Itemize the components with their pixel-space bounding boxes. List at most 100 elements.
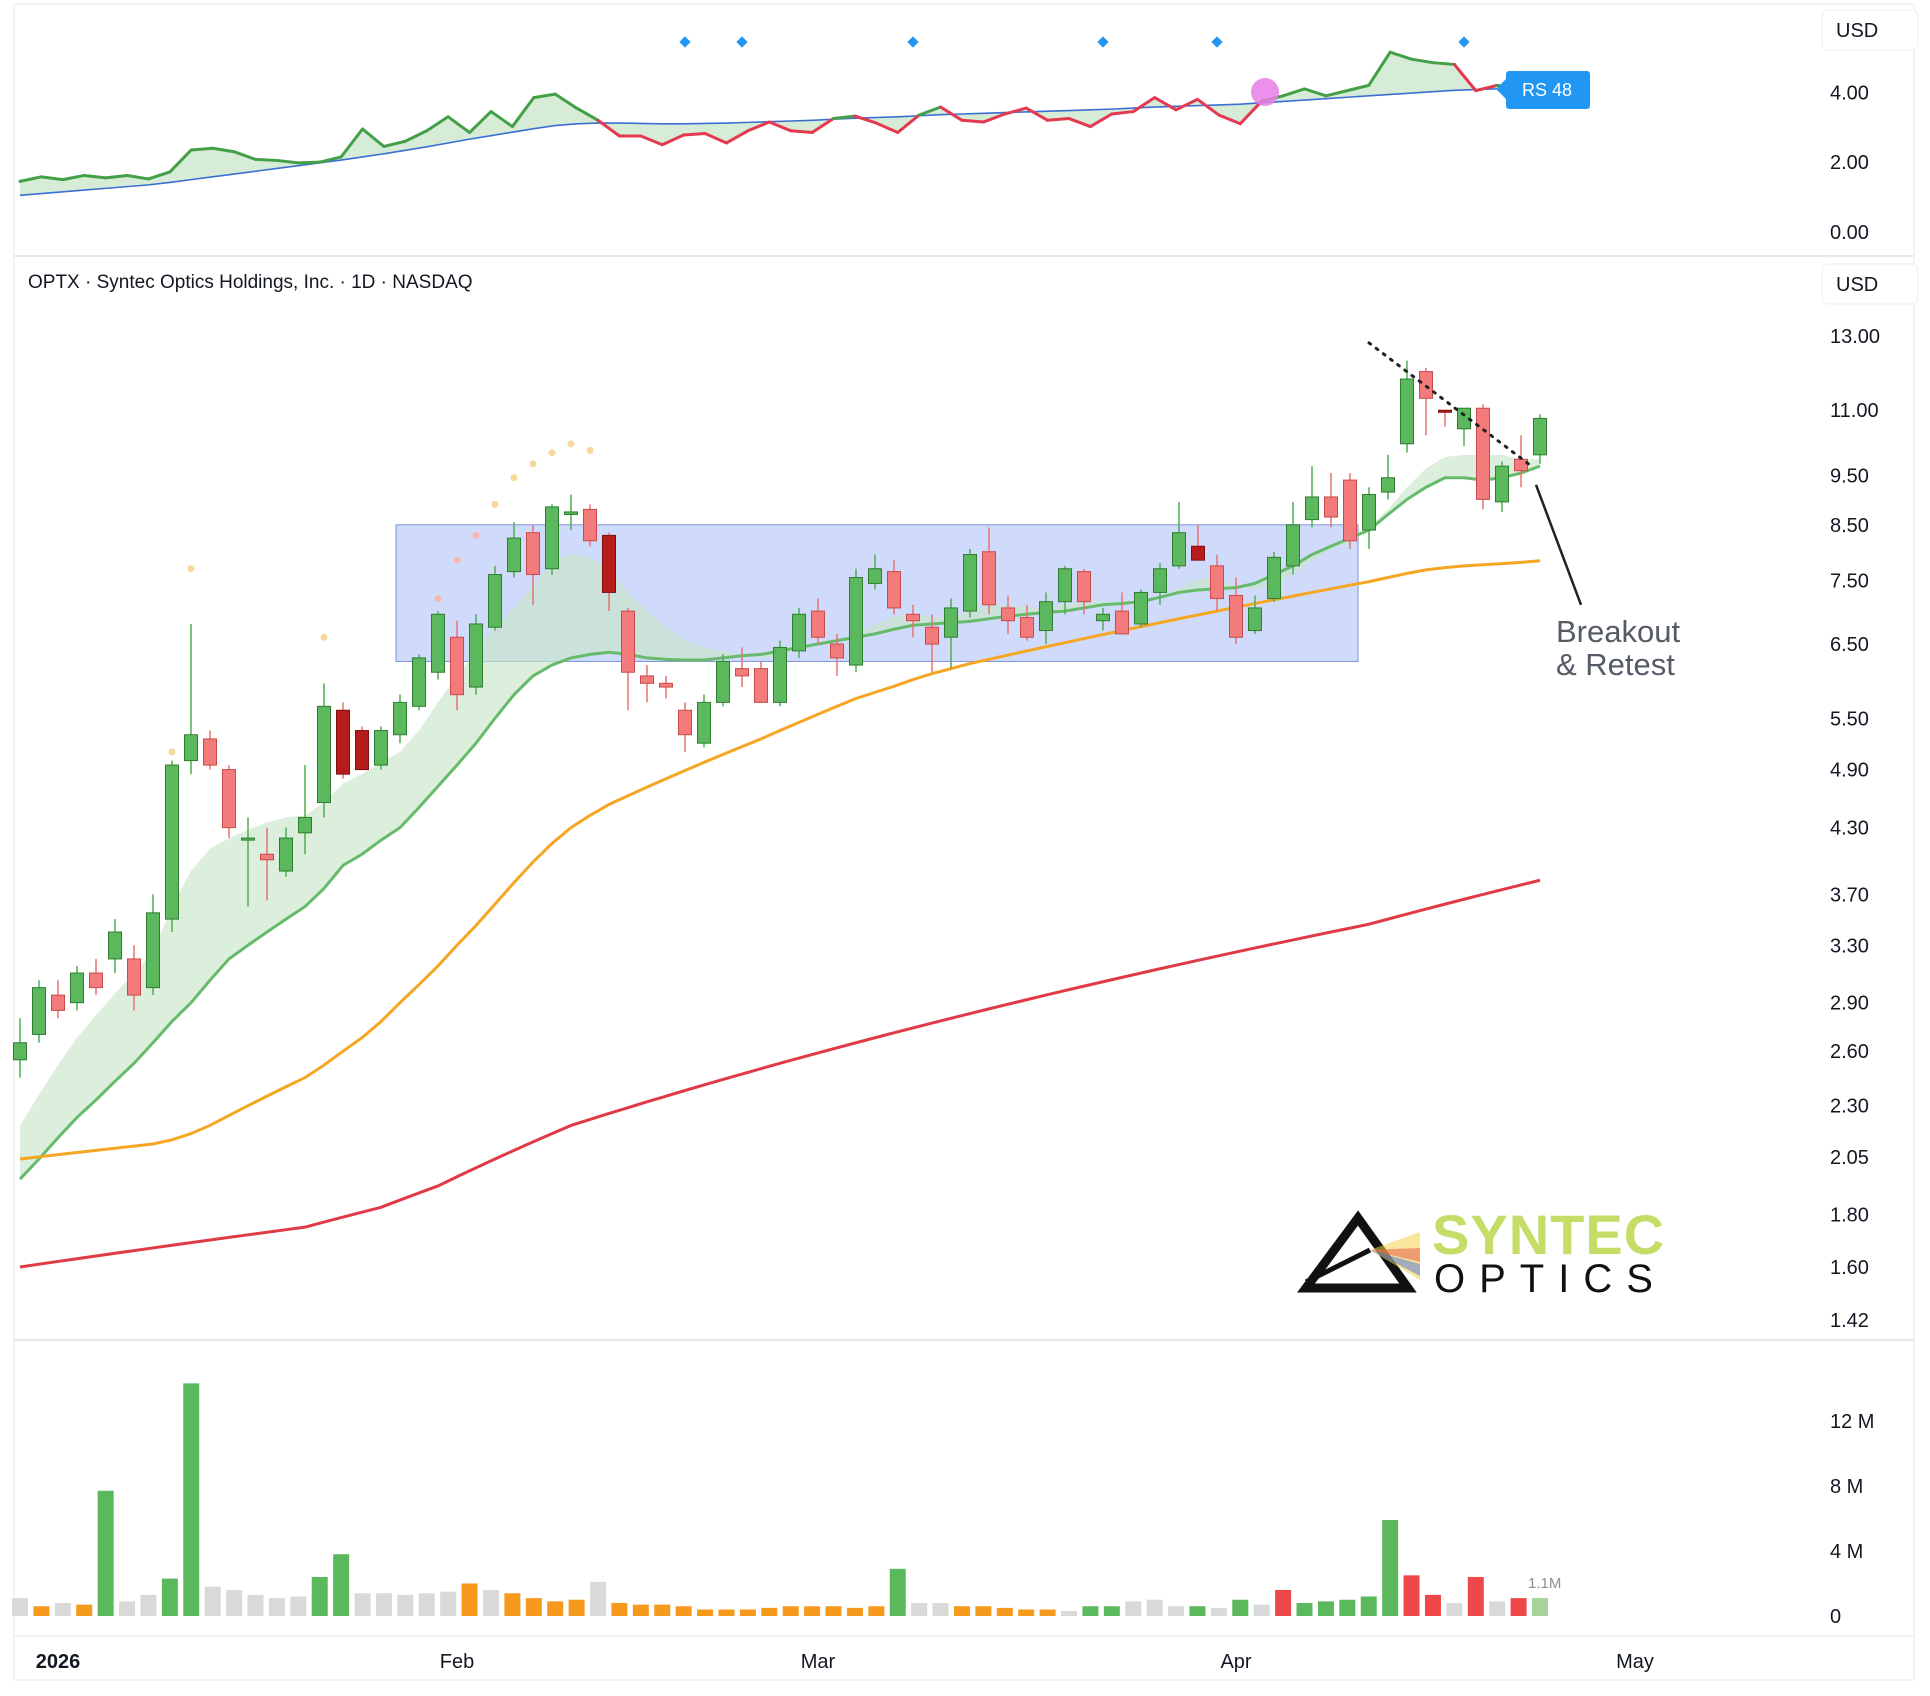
annotations bbox=[1367, 341, 1583, 606]
candle-body-52 bbox=[1001, 607, 1015, 622]
candle-body-56 bbox=[1077, 571, 1091, 603]
signal-dot-6 bbox=[491, 500, 499, 508]
rs-line-segment bbox=[917, 105, 943, 117]
rs-new-high-marker-0 bbox=[679, 36, 691, 48]
volume-bar-28 bbox=[611, 1602, 628, 1616]
candle-body-35 bbox=[678, 709, 692, 736]
volume-bar-70 bbox=[1510, 1598, 1527, 1616]
rs-line-segment bbox=[39, 175, 65, 182]
rs-line-segment bbox=[703, 132, 728, 145]
rs-rating-badge: RS 48 bbox=[1496, 71, 1590, 109]
candle-body-50 bbox=[963, 554, 977, 612]
rs-line-segment bbox=[232, 150, 257, 161]
rs-y-tick-2: 0.00 bbox=[1830, 222, 1869, 244]
volume-bar-12 bbox=[268, 1598, 285, 1616]
candle-body-66 bbox=[1267, 556, 1281, 600]
rs-line-segment bbox=[1174, 97, 1199, 112]
logo-word1: SYNTEC bbox=[1432, 1203, 1665, 1266]
volume-bar-36 bbox=[782, 1606, 799, 1616]
chart-title: OPTX · Syntec Optics Holdings, Inc. · 1D… bbox=[28, 272, 473, 293]
rs-line-segment bbox=[724, 129, 750, 145]
rs-line-segment bbox=[1153, 96, 1178, 112]
rs-line-segment bbox=[939, 105, 964, 122]
candle-body-13 bbox=[260, 853, 274, 861]
rs-line-segment bbox=[339, 127, 365, 159]
candle-body-40 bbox=[773, 646, 787, 703]
rs-line-segment bbox=[18, 175, 43, 183]
rs-line-segment bbox=[1088, 112, 1114, 129]
volume-bar-0 bbox=[12, 1598, 28, 1616]
candle-body-27 bbox=[526, 532, 540, 576]
candle-body-47 bbox=[906, 613, 920, 622]
price-y-tick-12: 2.60 bbox=[1830, 1041, 1869, 1063]
signal-dot-4 bbox=[453, 556, 461, 564]
price-y-tick-7: 4.90 bbox=[1830, 760, 1869, 782]
rs-y-axis: 4.00 2.00 0.00 bbox=[1830, 82, 1869, 244]
volume-bar-60 bbox=[1296, 1602, 1313, 1616]
candle-body-28 bbox=[545, 506, 559, 570]
price-y-tick-2: 9.50 bbox=[1830, 465, 1869, 487]
candle-body-9 bbox=[184, 734, 198, 762]
signal-dot-2 bbox=[320, 633, 328, 641]
currency-badge-rs-label: USD bbox=[1836, 20, 1878, 42]
candle-body-79 bbox=[1514, 458, 1528, 472]
volume-bar-42 bbox=[911, 1602, 928, 1616]
candle-body-25 bbox=[488, 574, 502, 628]
rs-line-segment bbox=[832, 114, 857, 121]
volume-bar-10 bbox=[226, 1589, 243, 1616]
rs-line-segment bbox=[510, 96, 536, 129]
candle-body-54 bbox=[1039, 601, 1053, 632]
rs-line-segment bbox=[853, 114, 878, 125]
candlesticks bbox=[13, 360, 1547, 1078]
price-y-tick-16: 1.60 bbox=[1830, 1257, 1869, 1279]
candle-body-59 bbox=[1134, 591, 1148, 625]
price-y-tick-11: 2.90 bbox=[1830, 993, 1869, 1015]
time-axis: 2026 Feb Mar Apr May bbox=[36, 1651, 1654, 1673]
candle-body-71 bbox=[1362, 494, 1376, 531]
signal-dot-3 bbox=[434, 595, 442, 603]
volume-bar-62 bbox=[1339, 1599, 1356, 1616]
rs-line-segment bbox=[1110, 110, 1135, 116]
candle-body-7 bbox=[146, 912, 160, 989]
rs-line-segment bbox=[1431, 61, 1456, 66]
volume-bar-48 bbox=[1039, 1609, 1056, 1616]
signal-dot-0 bbox=[168, 748, 176, 756]
rs-line-segment bbox=[1003, 106, 1028, 116]
candle-body-75 bbox=[1438, 409, 1452, 413]
rs-line-segment bbox=[810, 117, 836, 135]
annotation-pointer-line bbox=[1534, 484, 1583, 606]
rs-line-segment bbox=[82, 173, 108, 180]
price-y-tick-5: 6.50 bbox=[1830, 634, 1869, 656]
candle-body-3 bbox=[70, 972, 84, 1004]
signal-dot-5 bbox=[472, 531, 480, 539]
volume-bar-17 bbox=[375, 1593, 392, 1616]
candle-body-6 bbox=[127, 958, 141, 996]
rs-line-segment bbox=[575, 106, 600, 122]
rs-line-segment bbox=[125, 173, 150, 181]
rs-line-segment bbox=[1452, 62, 1478, 93]
candle-body-18 bbox=[355, 730, 369, 771]
candle-body-72 bbox=[1381, 477, 1395, 493]
volume-y-tick-3: 0 bbox=[1830, 1606, 1841, 1628]
rs-new-high-marker-5 bbox=[1458, 36, 1470, 48]
candle-body-51 bbox=[982, 551, 996, 606]
rs-y-tick-0: 4.00 bbox=[1830, 82, 1869, 104]
volume-bar-66 bbox=[1424, 1594, 1441, 1616]
sma50-line bbox=[19, 559, 1541, 1161]
candle-body-30 bbox=[583, 508, 597, 542]
candle-body-8 bbox=[165, 764, 179, 920]
signal-dot-7 bbox=[510, 474, 518, 482]
x-axis-label-0: 2026 bbox=[36, 1651, 81, 1673]
rs-line-segment bbox=[874, 121, 900, 135]
rs-line-segment bbox=[146, 170, 172, 181]
rs-line-segment bbox=[981, 112, 1007, 124]
volume-bar-21 bbox=[461, 1583, 478, 1616]
volume-bar-47 bbox=[1018, 1609, 1035, 1616]
volume-bar-7 bbox=[161, 1578, 178, 1616]
rs-y-tick-1: 2.00 bbox=[1830, 152, 1869, 174]
price-y-tick-13: 2.30 bbox=[1830, 1096, 1869, 1118]
syntec-logo: SYNTEC OPTICS bbox=[1297, 1203, 1665, 1301]
candle-body-62 bbox=[1191, 545, 1205, 561]
rs-panel bbox=[18, 36, 1542, 197]
volume-bar-63 bbox=[1360, 1596, 1377, 1616]
